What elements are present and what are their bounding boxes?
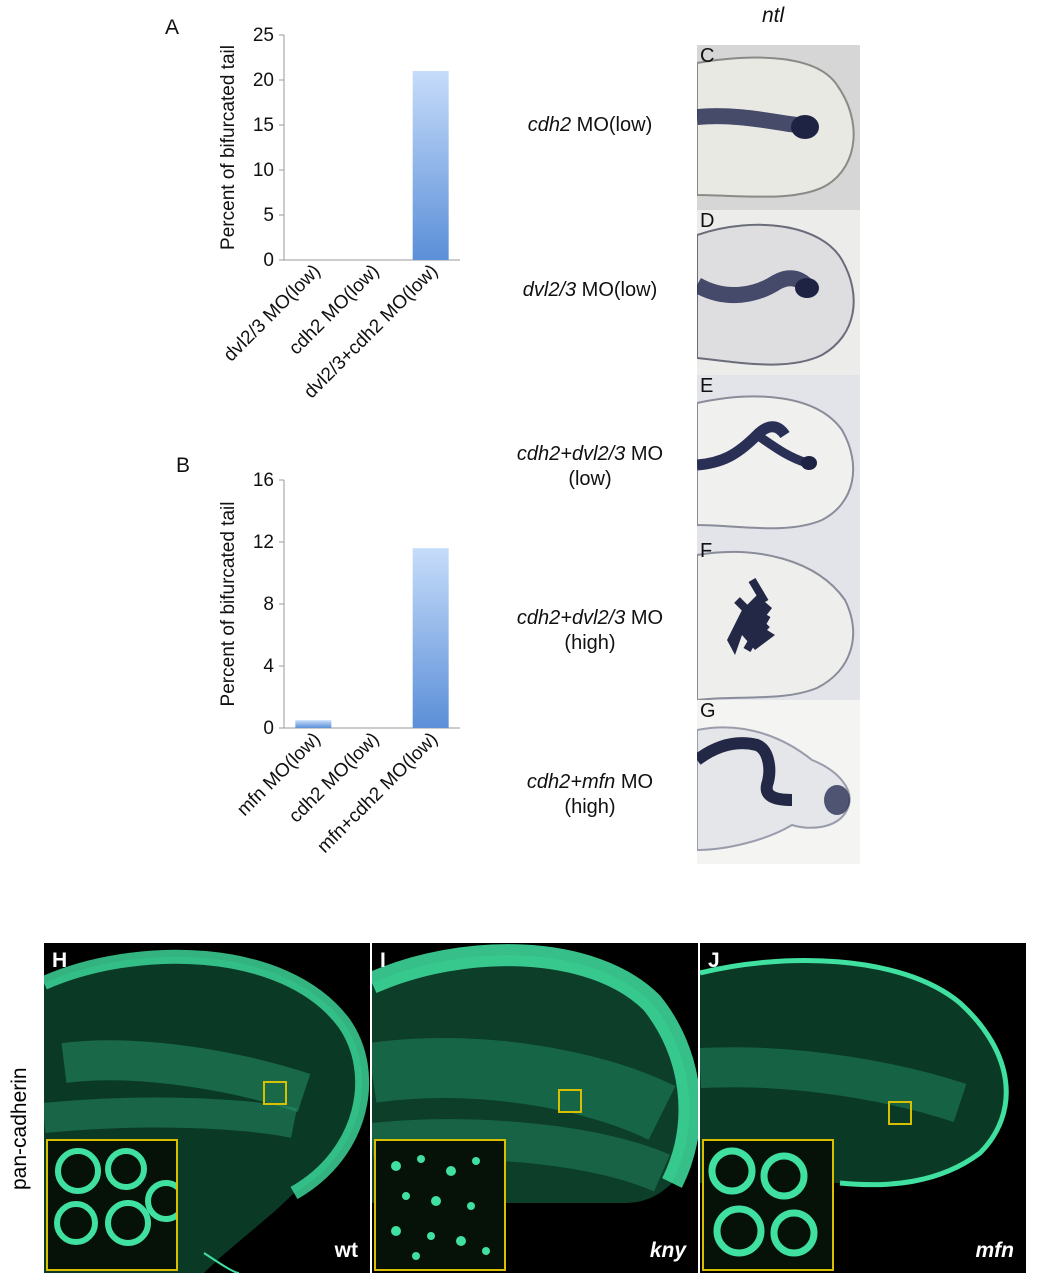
inset-image [46,1139,178,1271]
row-label-g: cdh2+mfn MO (high) [480,770,700,820]
row-label-e: cdh2+dvl2/3 MO (low) [480,442,700,492]
photo-letter: F [700,540,713,562]
y-tick-label: 5 [263,205,274,226]
row-mo: MO [615,771,654,793]
row-gene: cdh2+dvl2/3 [516,443,626,465]
inset-image [374,1139,506,1271]
y-axis-label: Percent of bifurcated tail [218,45,239,250]
stain-label-text: pan-cadherin [8,1067,31,1190]
row-gene: cdh2+mfn [526,771,616,793]
bar [412,548,449,728]
in-situ-photo-f: F [697,540,860,705]
micro-panel-j: J mfn [700,943,1026,1273]
row-line2: (high) [564,632,616,654]
row-gene: cdh2+dvl2/3 [516,607,626,629]
inset-image [702,1139,834,1271]
roi-box [263,1081,287,1105]
stain-label: pan-cadherin [8,1067,31,1190]
y-tick-label: 0 [263,718,274,739]
bar-charts: 0 5 10 15 20 25 Percent of bifurcated tail dvl2… [218,25,460,857]
photo-letter: C [700,45,715,67]
photo-letter: E [700,375,714,397]
photo-letter: D [700,210,715,232]
in-situ-photo-c: C [697,45,860,210]
bar [295,720,332,728]
genotype-label: wt [334,1239,358,1262]
micro-letter: I [380,949,386,972]
column-header-ntl: ntl [762,4,785,27]
micro-letter: J [708,949,720,972]
row-mo: MO(low) [571,114,653,136]
genotype-label: mfn [975,1239,1015,1262]
roi-box [888,1101,912,1125]
in-situ-photo-d: D [697,210,860,375]
row-gene: cdh2 [527,114,572,136]
row-label-c: cdh2 MO(low) [480,113,700,138]
in-situ-photo-e: E [697,375,860,540]
y-tick-label: 4 [263,656,274,677]
roi-box [558,1089,582,1113]
y-tick-label: 16 [253,470,274,491]
y-tick-label: 8 [263,594,274,615]
row-line2: (high) [564,796,616,818]
y-tick-label: 15 [253,115,274,136]
y-tick-label: 12 [253,532,274,553]
photo-letter: G [700,700,716,722]
panel-letter-b: B [176,454,191,477]
y-tick-label: 10 [253,160,274,181]
row-mo: MO [625,607,664,629]
y-tick-label: 0 [263,250,274,271]
y-tick-label: 20 [253,70,274,91]
micro-panel-h: H wt [44,943,370,1273]
genotype-label: kny [649,1239,686,1262]
in-situ-photo-g: G [697,700,860,864]
bar [412,71,449,260]
row-label-d: dvl2/3 MO(low) [480,278,700,303]
y-tick-label: 25 [253,25,274,46]
micro-letter: H [52,949,68,972]
y-axis-label: Percent of bifurcated tail [218,502,239,707]
row-line2: (low) [568,468,612,490]
micro-panel-i: I kny [372,943,698,1273]
row-label-f: cdh2+dvl2/3 MO (high) [480,606,700,656]
row-mo: MO [625,443,664,465]
panel-letter-a: A [165,16,180,39]
chart-a: 0 5 10 15 20 25 Percent of bifurcated tail dvl2… [218,25,460,403]
row-gene: dvl2/3 [522,279,577,301]
category-label: dvl2/3 MO(low) [220,261,325,366]
row-mo: MO(low) [576,279,658,301]
